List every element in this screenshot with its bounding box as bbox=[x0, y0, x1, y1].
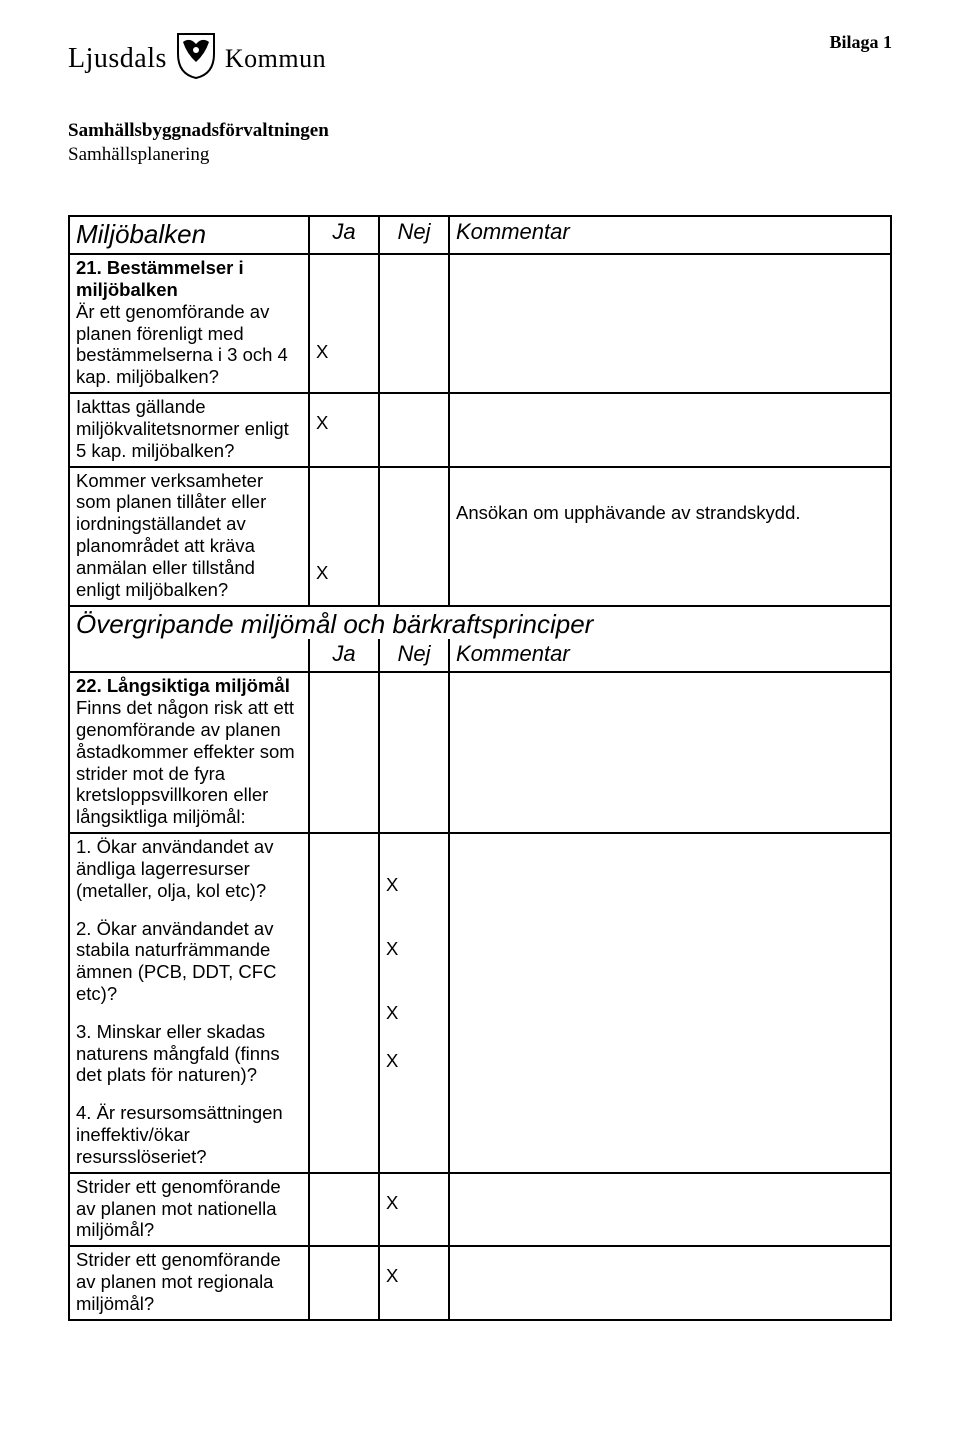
s2-list-nej-3: X bbox=[386, 1002, 442, 1024]
s1r2-desc: Iakttas gällande miljökvalitetsnormer en… bbox=[69, 393, 309, 466]
shield-icon bbox=[175, 32, 217, 85]
section2-row-national: Strider ett genomförande av planen mot n… bbox=[69, 1173, 891, 1246]
page: Ljusdals Kommun Bilaga 1 Samhällsbyggnad… bbox=[0, 0, 960, 1431]
s2-col-ja-label: Ja bbox=[316, 641, 372, 667]
s2-col-kom-label: Kommentar bbox=[456, 641, 884, 667]
section-overgripande: Övergripande miljömål och bärkraftsprinc… bbox=[68, 605, 892, 1321]
s2-intro-body: Finns det någon risk att ett genomförand… bbox=[76, 697, 295, 827]
department-block: Samhällsbyggnadsförvaltningen Samhällspl… bbox=[68, 119, 892, 167]
s2-nat-desc: Strider ett genomförande av planen mot n… bbox=[69, 1173, 309, 1246]
s1r1-comment bbox=[449, 254, 891, 393]
header-row: Ljusdals Kommun Bilaga 1 bbox=[68, 32, 892, 85]
logo-text-left: Ljusdals bbox=[68, 43, 167, 75]
section2-row-list: 1. Ökar användandet av ändliga lagerresu… bbox=[69, 833, 891, 1173]
s2-list-item-3: 3. Minskar eller skadas naturens mångfal… bbox=[76, 1021, 302, 1086]
s2-reg-comment bbox=[449, 1246, 891, 1319]
section1-row-2: Iakttas gällande miljökvalitetsnormer en… bbox=[69, 393, 891, 466]
s2-intro-nej bbox=[379, 672, 449, 833]
s1r3-ja: X bbox=[309, 467, 379, 606]
section2-title-cell: Övergripande miljömål och bärkraftsprinc… bbox=[69, 606, 891, 640]
s2-empty-desc bbox=[69, 639, 309, 672]
s1r1-ja: X bbox=[309, 254, 379, 393]
s2-list-item-2: 2. Ökar användandet av stabila naturfräm… bbox=[76, 918, 302, 1005]
col-nej-header: Nej bbox=[379, 216, 449, 255]
s2-list-nej-1: X bbox=[386, 874, 442, 896]
s1r2-ja-mark: X bbox=[316, 412, 372, 434]
s1r3-nej bbox=[379, 467, 449, 606]
s2-list-ja bbox=[309, 833, 379, 1173]
s2-nat-nej-mark: X bbox=[386, 1192, 442, 1214]
s1r2-ja: X bbox=[309, 393, 379, 466]
section2-row-regional: Strider ett genomförande av planen mot r… bbox=[69, 1246, 891, 1319]
s1r1-body: Är ett genomförande av planen förenligt … bbox=[76, 301, 288, 387]
s2-list-desc: 1. Ökar användandet av ändliga lagerresu… bbox=[69, 833, 309, 1173]
col-nej-label: Nej bbox=[386, 219, 442, 245]
s2-intro-ja bbox=[309, 672, 379, 833]
s2-intro-comment bbox=[449, 672, 891, 833]
s1r3-desc: Kommer verksamheter som planen tillåter … bbox=[69, 467, 309, 606]
s2-col-ja-header: Ja bbox=[309, 639, 379, 672]
section1-row-3: Kommer verksamheter som planen tillåter … bbox=[69, 467, 891, 606]
s2-list-nej-2: X bbox=[386, 938, 442, 960]
section2-header-row: Övergripande miljömål och bärkraftsprinc… bbox=[69, 606, 891, 640]
s1r3-comment: Ansökan om upphävande av strandskydd. bbox=[449, 467, 891, 606]
section2-row-intro: 22. Långsiktiga miljömål Finns det någon… bbox=[69, 672, 891, 833]
section1-title-cell: Miljöbalken bbox=[69, 216, 309, 255]
s1r3-ja-mark: X bbox=[316, 562, 372, 584]
s2-intro-desc: 22. Långsiktiga miljömål Finns det någon… bbox=[69, 672, 309, 833]
logo: Ljusdals Kommun bbox=[68, 32, 326, 85]
section2-title: Övergripande miljömål och bärkraftsprinc… bbox=[76, 609, 593, 639]
s1r3-body: Kommer verksamheter som planen tillåter … bbox=[76, 470, 266, 600]
col-ja-header: Ja bbox=[309, 216, 379, 255]
s2-reg-nej-mark: X bbox=[386, 1265, 442, 1287]
col-kom-header: Kommentar bbox=[449, 216, 891, 255]
s2-col-kom-header: Kommentar bbox=[449, 639, 891, 672]
s1r1-ja-mark: X bbox=[316, 341, 372, 363]
s2-reg-desc: Strider ett genomförande av planen mot r… bbox=[69, 1246, 309, 1319]
s2-nat-ja bbox=[309, 1173, 379, 1246]
section1-header-row: Miljöbalken Ja Nej Kommentar bbox=[69, 216, 891, 255]
s2-nat-nej: X bbox=[379, 1173, 449, 1246]
content: Miljöbalken Ja Nej Kommentar 21. Bestämm… bbox=[68, 215, 892, 1321]
s2-list-nej: X X X X bbox=[379, 833, 449, 1173]
section1-row-1: 21. Bestämmelser i miljöbalken Är ett ge… bbox=[69, 254, 891, 393]
s2-reg-nej: X bbox=[379, 1246, 449, 1319]
section2-subheader-row: Ja Nej Kommentar bbox=[69, 639, 891, 672]
col-ja-label: Ja bbox=[316, 219, 372, 245]
s2-list-nej-4: X bbox=[386, 1050, 442, 1072]
s1r2-comment bbox=[449, 393, 891, 466]
department-unit: Samhällsplanering bbox=[68, 143, 892, 167]
s2-reg-ja bbox=[309, 1246, 379, 1319]
s1r1-nej bbox=[379, 254, 449, 393]
s2-col-nej-label: Nej bbox=[386, 641, 442, 667]
section-miljobalken: Miljöbalken Ja Nej Kommentar 21. Bestämm… bbox=[68, 215, 892, 607]
s2-nat-comment bbox=[449, 1173, 891, 1246]
section1-title: Miljöbalken bbox=[76, 219, 206, 249]
col-kom-label: Kommentar bbox=[456, 219, 884, 245]
department-name: Samhällsbyggnadsförvaltningen bbox=[68, 119, 892, 143]
s1r2-nej bbox=[379, 393, 449, 466]
s2-list-item-4: 4. Är resursomsättningen ineffektiv/ökar… bbox=[76, 1102, 302, 1167]
s2-list-item-1: 1. Ökar användandet av ändliga lagerresu… bbox=[76, 836, 302, 901]
s2-list-comment bbox=[449, 833, 891, 1173]
s1r1-heading: 21. Bestämmelser i miljöbalken bbox=[76, 257, 244, 300]
s2-intro-heading: 22. Långsiktiga miljömål bbox=[76, 675, 290, 696]
attachment-label: Bilaga 1 bbox=[829, 32, 892, 53]
logo-text-right: Kommun bbox=[225, 44, 326, 74]
s2-col-nej-header: Nej bbox=[379, 639, 449, 672]
s1r1-desc: 21. Bestämmelser i miljöbalken Är ett ge… bbox=[69, 254, 309, 393]
s1r2-body: Iakttas gällande miljökvalitetsnormer en… bbox=[76, 396, 289, 461]
